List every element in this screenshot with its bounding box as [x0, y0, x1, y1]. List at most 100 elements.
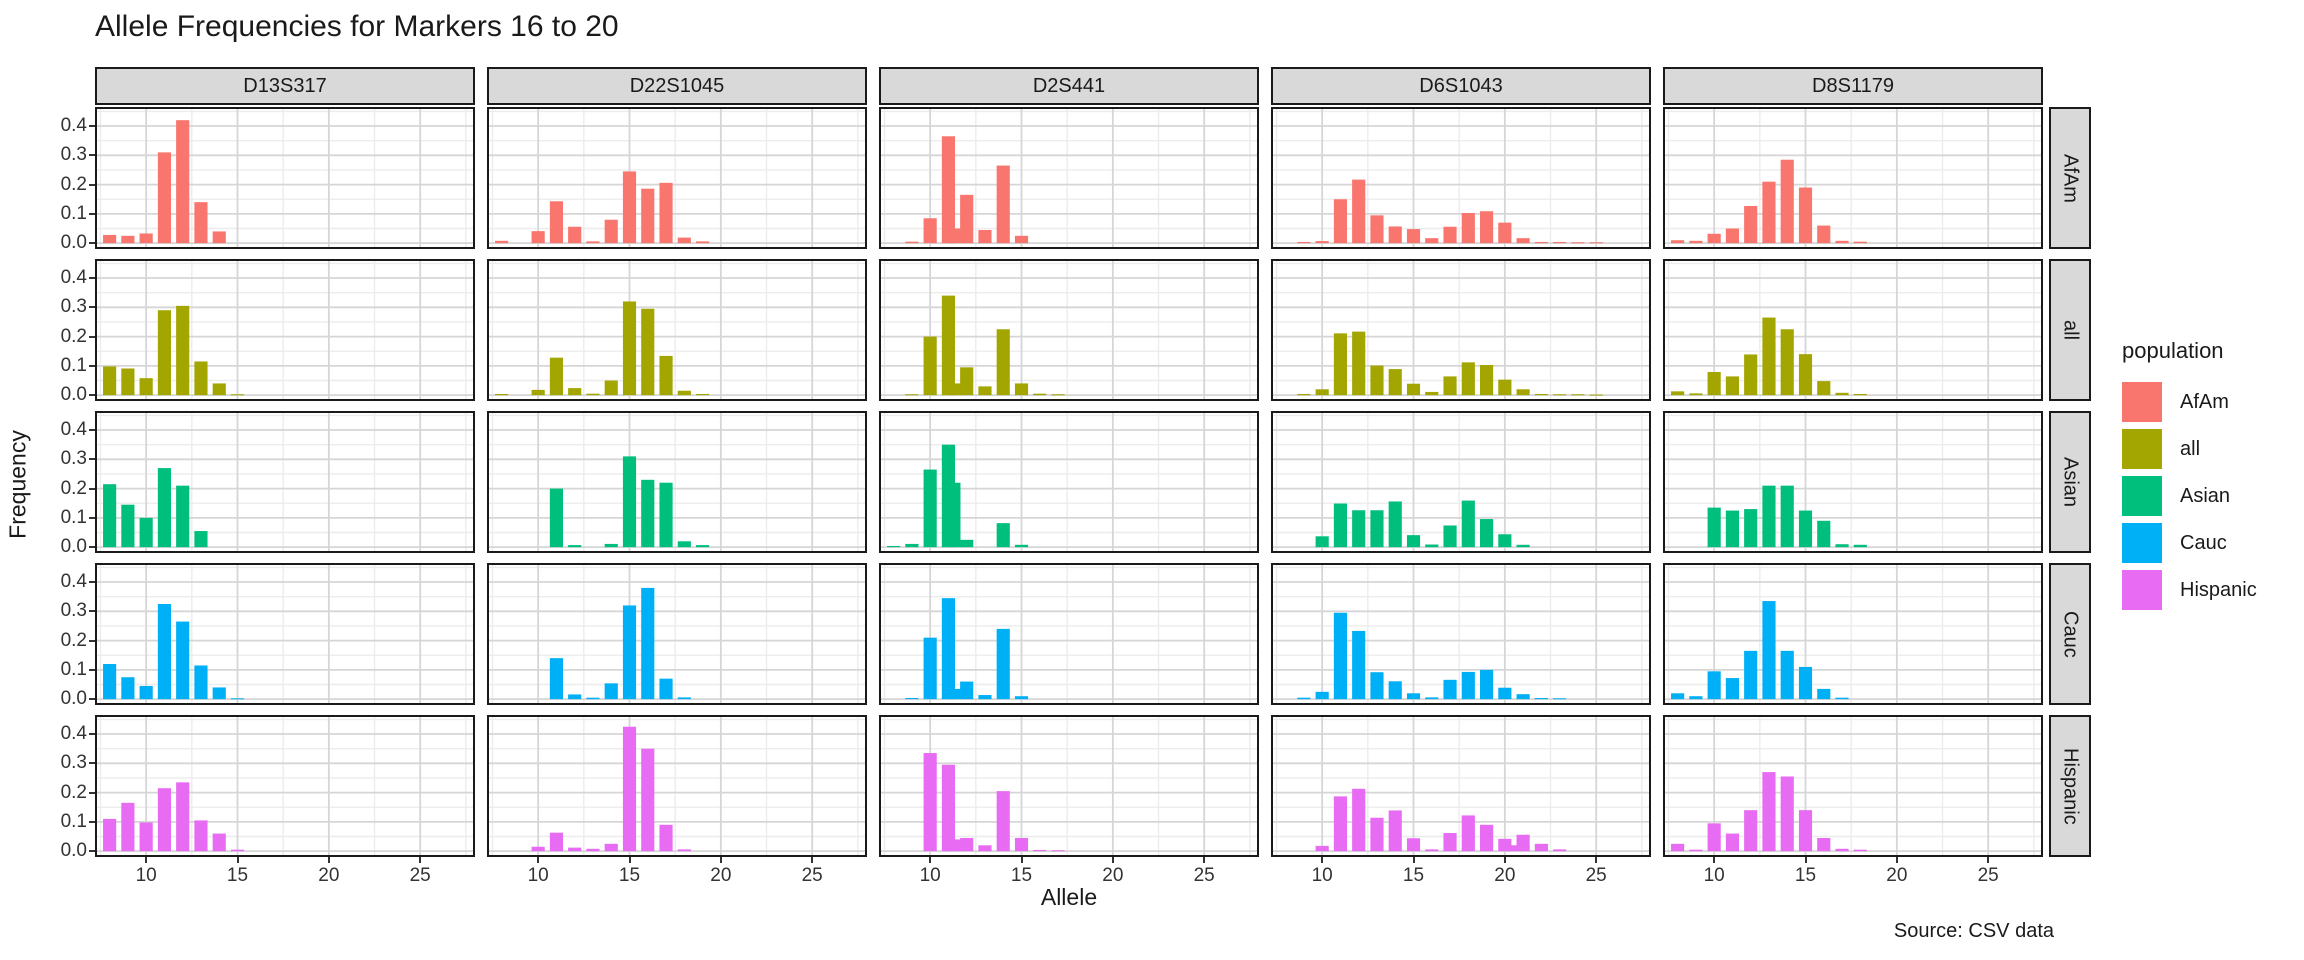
- bar: [659, 678, 673, 700]
- x-tick-label-label: 25: [801, 865, 823, 886]
- bar: [1780, 159, 1794, 244]
- bar: [1671, 693, 1685, 700]
- y-tick-label-label: 0.4: [60, 267, 87, 289]
- x-tick-mark: [1987, 857, 1990, 863]
- y-tick-mark: [89, 791, 95, 794]
- panel-plot: [1271, 715, 1651, 857]
- legend-entries: AfAm all Asian Cauc Hispanic: [2122, 382, 2257, 610]
- bar: [1798, 810, 1813, 852]
- bar: [1406, 383, 1421, 396]
- bar: [978, 386, 992, 396]
- bar: [1388, 681, 1402, 700]
- x-tick-label: 20: [1877, 865, 1917, 887]
- facet-panel: [1271, 715, 1651, 857]
- panel-plot: [487, 411, 867, 553]
- y-tick-mark: [89, 516, 95, 519]
- x-tick-label: 20: [309, 865, 349, 887]
- y-tick-label-label: 0.4: [60, 723, 87, 745]
- x-tick-mark: [628, 857, 631, 863]
- bar: [1553, 241, 1567, 244]
- bar: [1425, 544, 1439, 548]
- facet-panel: [879, 715, 1259, 857]
- bar: [1014, 235, 1029, 244]
- bar: [659, 824, 673, 852]
- bar: [1853, 241, 1867, 244]
- y-tick-label-label: 0.1: [60, 202, 87, 224]
- bar: [1388, 226, 1402, 244]
- y-tick-label-label: 0.4: [60, 115, 87, 137]
- y-tick-label: 0.4: [47, 267, 87, 289]
- bar: [905, 543, 919, 548]
- x-tick-label-label: 25: [409, 865, 431, 886]
- bar: [996, 165, 1010, 244]
- bar: [947, 688, 961, 700]
- x-tick-label: 25: [400, 865, 440, 887]
- panel-plot: [95, 715, 475, 857]
- bar: [960, 837, 974, 852]
- facet-panel: [879, 411, 1259, 553]
- bar: [1443, 226, 1457, 244]
- y-tick-mark: [89, 364, 95, 367]
- legend-entry-cauc: Cauc: [2122, 523, 2257, 563]
- bar: [1333, 333, 1347, 396]
- bar: [495, 393, 509, 396]
- x-tick-label-label: 15: [618, 865, 641, 886]
- facet-column-strip-label: D6S1043: [1419, 74, 1503, 97]
- panel-plot: [879, 411, 1259, 553]
- bar: [121, 235, 135, 244]
- y-tick-label: 0.3: [47, 600, 87, 622]
- x-tick-mark: [1111, 857, 1114, 863]
- legend-entry-label: AfAm: [2180, 390, 2229, 413]
- y-tick-mark: [89, 242, 95, 245]
- x-tick-label: 10: [1694, 865, 1734, 887]
- bar: [1516, 694, 1530, 700]
- y-tick-label: 0.1: [47, 811, 87, 833]
- y-tick-label: 0.3: [47, 448, 87, 470]
- panel-plot: [487, 563, 867, 705]
- bar: [1033, 393, 1047, 396]
- x-tick-label: 20: [701, 865, 741, 887]
- bar: [1443, 832, 1457, 852]
- x-tick-mark: [1895, 857, 1898, 863]
- facet-panel: [487, 259, 867, 401]
- bar: [1553, 394, 1567, 396]
- bar: [604, 843, 618, 852]
- x-tick-label-label: 10: [527, 865, 549, 886]
- bar: [121, 677, 135, 700]
- y-tick-label-label: 0.1: [60, 506, 87, 528]
- y-tick-label: 0.0: [47, 840, 87, 862]
- legend-entry-afam: AfAm: [2122, 382, 2257, 422]
- bar: [1461, 212, 1475, 244]
- bar: [1315, 536, 1329, 548]
- facet-panel: [1663, 259, 2043, 401]
- bar: [1817, 837, 1831, 852]
- y-tick-label: 0.2: [47, 478, 87, 500]
- bar: [194, 665, 208, 700]
- bar: [923, 469, 937, 548]
- y-axis-title: Frequency: [4, 430, 31, 539]
- bar: [212, 231, 226, 244]
- y-tick-label-label: 0.3: [60, 144, 87, 166]
- bar: [194, 531, 208, 548]
- bar: [947, 383, 961, 396]
- bar: [960, 681, 974, 700]
- panel-plot: [879, 563, 1259, 705]
- x-tick-mark: [537, 857, 540, 863]
- bar: [139, 378, 153, 396]
- bar: [1370, 215, 1384, 244]
- bar: [1744, 205, 1758, 244]
- bar: [905, 241, 919, 244]
- facet-panel: [1271, 411, 1651, 553]
- bar: [1352, 630, 1366, 700]
- panel-plot: [487, 715, 867, 857]
- bar: [1425, 697, 1439, 700]
- bar: [1744, 810, 1758, 852]
- facet-panel: [1271, 107, 1651, 249]
- facet-row-strip-label: all: [2059, 319, 2082, 340]
- legend-entry-label: Asian: [2180, 484, 2231, 507]
- x-tick-label-label: 25: [1977, 865, 1999, 886]
- bar: [923, 637, 937, 700]
- x-tick-label-label: 20: [1494, 865, 1516, 886]
- y-tick-label: 0.1: [47, 659, 87, 681]
- y-tick-label-label: 0.3: [60, 296, 87, 318]
